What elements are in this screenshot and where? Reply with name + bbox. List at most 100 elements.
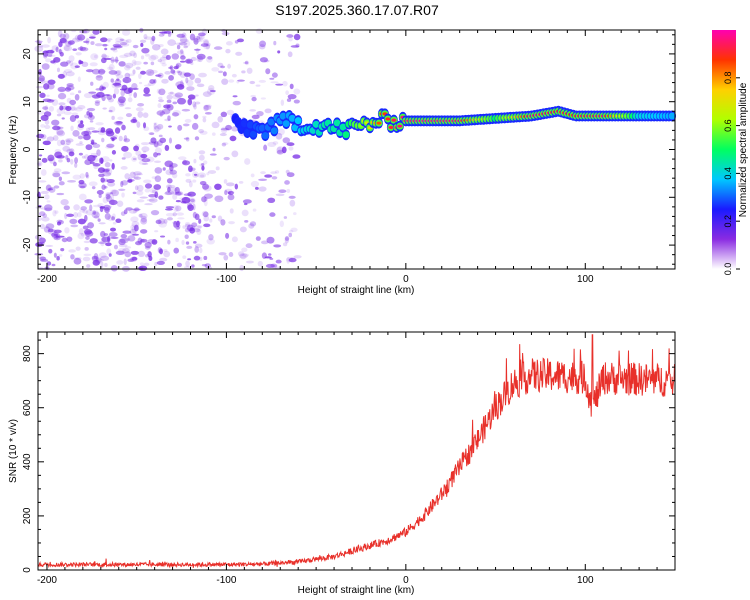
noise-blob xyxy=(139,212,148,219)
track-core xyxy=(250,132,256,136)
noise-blob xyxy=(133,92,138,98)
noise-blob xyxy=(124,251,132,258)
noise-blob xyxy=(66,236,73,242)
colorbar-ticks: 0.0 0.2 0.4 0.6 0.8 xyxy=(723,72,740,275)
noise-blob xyxy=(92,143,101,148)
noise-blob xyxy=(128,73,135,77)
noise-blob xyxy=(87,222,95,229)
noise-blob xyxy=(94,54,98,59)
noise-blob xyxy=(152,43,161,51)
noise-blob xyxy=(185,241,190,245)
noise-blob xyxy=(259,40,267,48)
noise-blob xyxy=(110,236,119,239)
noise-blob xyxy=(97,68,106,75)
noise-blob xyxy=(85,69,94,73)
noise-blob xyxy=(102,43,108,47)
spectrogram-x-ticks: -200 -100 0 100 xyxy=(37,30,676,285)
noise-blob xyxy=(161,29,166,36)
noise-blob xyxy=(60,248,65,252)
noise-blob xyxy=(232,100,241,106)
noise-blob xyxy=(208,234,214,241)
noise-blob xyxy=(66,60,71,64)
noise-blob xyxy=(74,107,83,112)
noise-blob xyxy=(108,199,118,206)
noise-blob xyxy=(271,176,278,180)
noise-blob xyxy=(89,138,95,143)
noise-blob xyxy=(203,255,208,261)
track-core xyxy=(376,121,382,125)
noise-blob xyxy=(177,97,187,105)
noise-blob xyxy=(109,106,116,113)
noise-blob xyxy=(276,146,283,154)
noise-blob xyxy=(131,220,140,228)
noise-blob xyxy=(192,179,197,183)
noise-blob xyxy=(68,249,76,253)
noise-blob xyxy=(185,77,189,84)
noise-blob xyxy=(70,158,74,165)
noise-blob xyxy=(225,41,233,46)
noise-blob xyxy=(226,109,235,116)
noise-blob xyxy=(188,165,193,173)
noise-blob xyxy=(165,212,175,217)
x-tick-label: 0 xyxy=(403,274,409,285)
noise-blob xyxy=(91,255,99,262)
noise-blob xyxy=(185,223,191,228)
noise-blob xyxy=(132,69,136,75)
noise-blob xyxy=(175,225,180,230)
noise-blob xyxy=(78,193,87,201)
noise-blob xyxy=(201,210,209,217)
noise-blob xyxy=(83,253,92,257)
noise-blob xyxy=(194,48,201,51)
noise-blob xyxy=(107,66,114,71)
y-tick-label: 600 xyxy=(22,399,33,416)
colorbar-gradient xyxy=(712,30,736,269)
noise-blob xyxy=(224,190,228,195)
noise-blob xyxy=(94,100,101,104)
noise-blob xyxy=(172,70,176,76)
noise-blob xyxy=(282,242,288,247)
noise-blob xyxy=(38,237,46,244)
y-tick-label: 400 xyxy=(22,453,33,470)
noise-blob xyxy=(288,257,297,263)
noise-blob xyxy=(195,47,199,55)
noise-blob xyxy=(159,248,164,255)
noise-blob xyxy=(47,83,55,90)
noise-blob xyxy=(249,109,257,112)
noise-blob xyxy=(275,132,283,140)
noise-blob xyxy=(130,216,139,223)
noise-blob xyxy=(108,205,113,208)
noise-blob xyxy=(175,224,182,229)
noise-blob xyxy=(133,171,142,176)
noise-blob xyxy=(59,105,64,111)
noise-blob xyxy=(48,54,56,57)
noise-blob xyxy=(193,37,199,45)
noise-blob xyxy=(133,52,138,59)
noise-blob xyxy=(209,89,216,93)
noise-blob xyxy=(183,40,191,47)
noise-blob xyxy=(150,54,159,60)
noise-blob xyxy=(63,69,73,74)
noise-blob xyxy=(225,48,231,54)
noise-blob xyxy=(110,78,114,83)
noise-blob xyxy=(85,174,90,179)
noise-blob xyxy=(176,212,184,216)
noise-blob xyxy=(66,148,74,154)
noise-blob xyxy=(154,230,159,233)
noise-blob xyxy=(164,144,170,152)
noise-blob xyxy=(193,255,201,261)
noise-blob xyxy=(174,191,182,196)
noise-blob xyxy=(117,247,127,254)
noise-blob xyxy=(121,124,126,131)
noise-blob xyxy=(131,59,137,67)
noise-blob xyxy=(158,88,166,96)
noise-blob xyxy=(115,56,119,64)
noise-blob xyxy=(157,103,162,109)
noise-blob xyxy=(105,128,114,135)
noise-blob xyxy=(73,204,80,211)
noise-blob xyxy=(239,253,248,259)
noise-blob xyxy=(134,185,139,191)
noise-blob xyxy=(151,189,157,193)
spectrogram-x-label: Height of straight line (km) xyxy=(298,285,415,296)
noise-blob xyxy=(143,262,150,267)
